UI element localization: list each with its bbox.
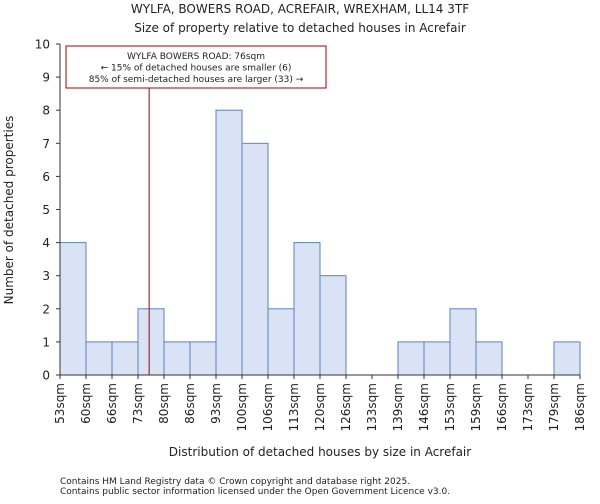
x-tick-label-86sqm: 86sqm — [183, 383, 197, 424]
annotation-line-2: ← 15% of detached houses are smaller (6) — [101, 64, 292, 74]
bar-106sqm — [267, 308, 295, 376]
y-tick-label-7: 7 — [42, 137, 50, 151]
y-tick-label-5: 5 — [42, 203, 50, 217]
bar-80sqm — [163, 341, 191, 376]
y-tick-label-0: 0 — [42, 369, 50, 383]
y-axis-label: Number of detached properties — [2, 116, 16, 305]
bar-113sqm — [293, 242, 321, 376]
bar-100sqm — [241, 142, 269, 376]
x-tick-label-66sqm: 66sqm — [105, 383, 119, 424]
x-tick-label-173sqm: 173sqm — [521, 383, 535, 431]
y-axis-ticks: 0 1 2 3 4 5 6 7 8 9 10 — [35, 38, 60, 383]
y-tick-label-4: 4 — [42, 236, 50, 250]
x-tick-label-186sqm: 186sqm — [573, 383, 587, 431]
y-tick-label-8: 8 — [42, 104, 50, 118]
footer-line-2: Contains public sector information licen… — [60, 487, 450, 497]
y-tick-label-2: 2 — [42, 302, 50, 316]
x-tick-label-166sqm: 166sqm — [495, 383, 509, 431]
bar-73sqm — [137, 308, 165, 376]
annotation-line-1: WYLFA BOWERS ROAD: 76sqm — [127, 52, 265, 62]
x-tick-label-80sqm: 80sqm — [157, 383, 171, 424]
bar-153sqm — [449, 308, 477, 376]
x-tick-label-139sqm: 139sqm — [391, 383, 405, 431]
y-tick-label-9: 9 — [42, 71, 50, 85]
bar-86sqm — [189, 341, 217, 376]
x-tick-label-159sqm: 159sqm — [469, 383, 483, 431]
bar-66sqm — [111, 341, 139, 376]
x-tick-label-113sqm: 113sqm — [287, 383, 301, 431]
x-tick-label-106sqm: 106sqm — [261, 383, 275, 431]
x-tick-label-93sqm: 93sqm — [209, 383, 223, 424]
x-tick-label-73sqm: 73sqm — [131, 383, 145, 424]
bar-53sqm — [59, 242, 87, 376]
bar-159sqm — [475, 341, 503, 376]
chart-title: WYLFA, BOWERS ROAD, ACREFAIR, WREXHAM, L… — [131, 2, 469, 16]
chart-subtitle: Size of property relative to detached ho… — [134, 21, 466, 35]
footer-line-1: Contains HM Land Registry data © Crown c… — [60, 477, 410, 487]
y-tick-label-6: 6 — [42, 170, 50, 184]
x-tick-label-120sqm: 120sqm — [313, 383, 327, 431]
y-tick-label-3: 3 — [42, 269, 50, 283]
x-tick-label-133sqm: 133sqm — [365, 383, 379, 431]
x-tick-label-126sqm: 126sqm — [339, 383, 353, 431]
y-tick-label-10: 10 — [35, 38, 50, 52]
bar-60sqm — [85, 341, 113, 376]
x-axis-label: Distribution of detached houses by size … — [169, 445, 471, 459]
x-tick-label-179sqm: 179sqm — [547, 383, 561, 431]
bar-179sqm — [553, 341, 581, 376]
bar-139sqm — [397, 341, 425, 376]
x-tick-label-146sqm: 146sqm — [417, 383, 431, 431]
y-tick-label-1: 1 — [42, 335, 50, 349]
bar-93sqm — [215, 109, 243, 376]
x-tick-label-100sqm: 100sqm — [235, 383, 249, 431]
x-axis-ticks: 53sqm 60sqm 66sqm 73sqm 80sqm 86sqm 93sqm 100sq… — [53, 375, 587, 431]
annotation-line-3: 85% of semi-detached houses are larger (… — [89, 75, 304, 85]
x-tick-label-60sqm: 60sqm — [79, 383, 93, 424]
bar-146sqm — [423, 341, 451, 376]
annotation-border — [65, 45, 327, 89]
bar-120sqm — [319, 275, 347, 376]
bar-series — [59, 109, 581, 376]
x-tick-label-153sqm: 153sqm — [443, 383, 457, 431]
x-tick-label-53sqm: 53sqm — [53, 383, 67, 424]
annotation-box: WYLFA BOWERS ROAD: 76sqm ← 15% of detach… — [65, 45, 327, 89]
